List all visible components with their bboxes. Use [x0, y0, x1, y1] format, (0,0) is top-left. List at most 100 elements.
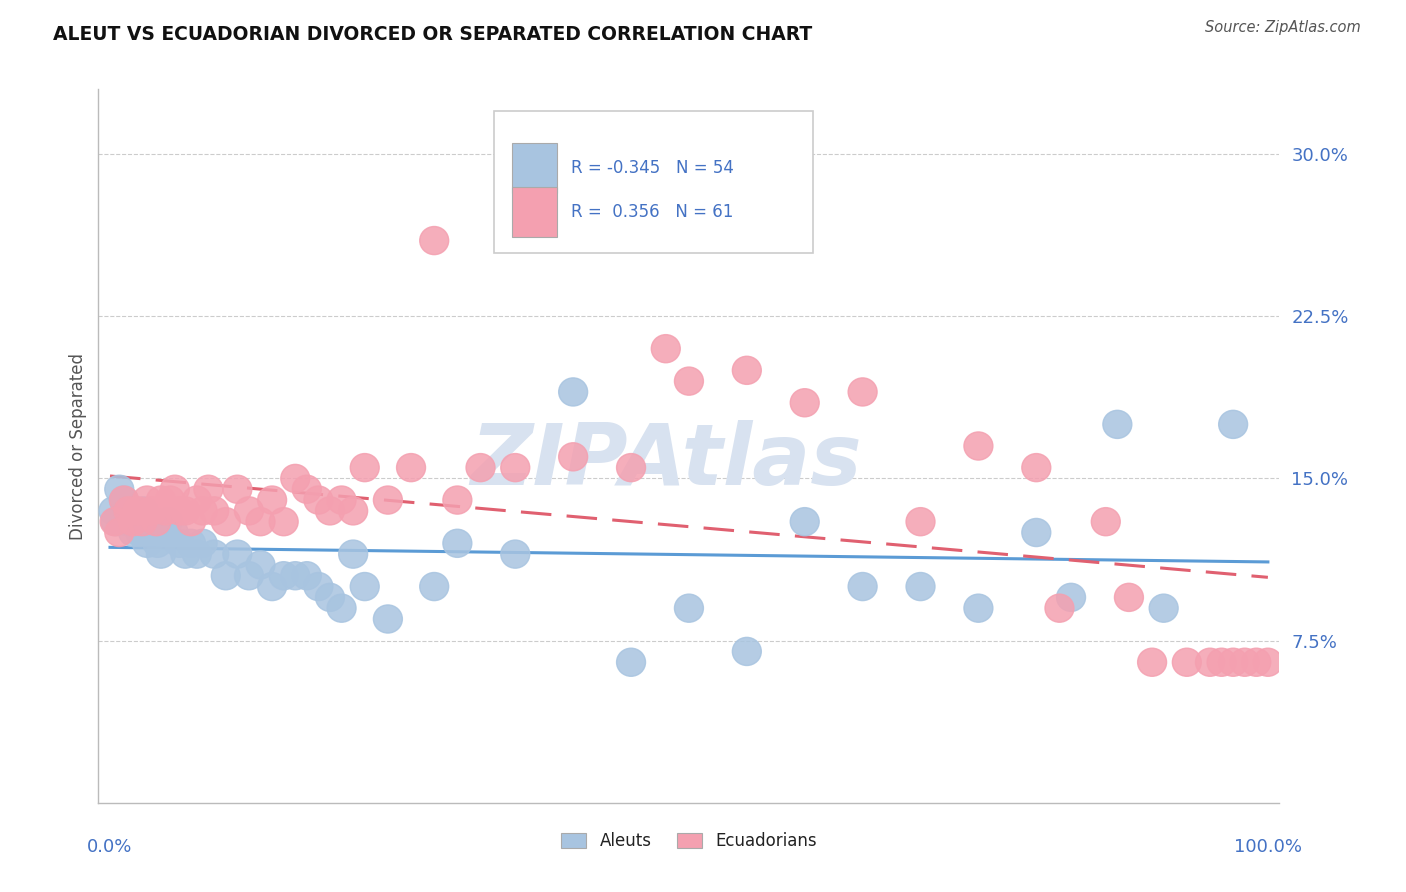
- Ellipse shape: [558, 378, 588, 406]
- Ellipse shape: [1137, 648, 1167, 676]
- Text: 100.0%: 100.0%: [1234, 838, 1302, 855]
- Ellipse shape: [848, 378, 877, 406]
- Ellipse shape: [675, 368, 703, 395]
- Y-axis label: Divorced or Separated: Divorced or Separated: [69, 352, 87, 540]
- Ellipse shape: [105, 518, 134, 547]
- Ellipse shape: [150, 518, 179, 547]
- Ellipse shape: [1195, 648, 1225, 676]
- Ellipse shape: [1056, 583, 1085, 611]
- Ellipse shape: [501, 540, 530, 568]
- Ellipse shape: [733, 638, 761, 665]
- Ellipse shape: [328, 486, 356, 514]
- Ellipse shape: [125, 518, 155, 547]
- Text: 0.0%: 0.0%: [87, 838, 132, 855]
- Ellipse shape: [350, 573, 380, 600]
- Ellipse shape: [905, 508, 935, 536]
- Ellipse shape: [118, 518, 148, 547]
- Ellipse shape: [112, 508, 142, 536]
- Ellipse shape: [1208, 648, 1236, 676]
- Ellipse shape: [1115, 583, 1143, 611]
- Ellipse shape: [146, 486, 176, 514]
- Ellipse shape: [246, 508, 276, 536]
- Ellipse shape: [177, 508, 205, 536]
- Ellipse shape: [122, 508, 150, 536]
- Ellipse shape: [848, 573, 877, 600]
- Ellipse shape: [790, 389, 820, 417]
- Ellipse shape: [396, 453, 426, 482]
- Ellipse shape: [138, 497, 166, 524]
- Ellipse shape: [304, 573, 333, 600]
- Ellipse shape: [128, 508, 157, 536]
- Ellipse shape: [339, 540, 367, 568]
- Ellipse shape: [292, 562, 322, 590]
- Ellipse shape: [211, 562, 240, 590]
- Ellipse shape: [139, 508, 169, 536]
- Ellipse shape: [200, 540, 229, 568]
- Ellipse shape: [1173, 648, 1201, 676]
- Ellipse shape: [443, 486, 472, 514]
- Ellipse shape: [170, 540, 200, 568]
- Ellipse shape: [420, 227, 449, 254]
- Ellipse shape: [118, 508, 148, 536]
- Ellipse shape: [1253, 648, 1282, 676]
- Ellipse shape: [235, 497, 263, 524]
- Ellipse shape: [281, 465, 309, 492]
- Ellipse shape: [211, 508, 240, 536]
- Ellipse shape: [156, 486, 184, 514]
- Ellipse shape: [200, 497, 229, 524]
- Ellipse shape: [269, 562, 298, 590]
- Ellipse shape: [1045, 594, 1074, 623]
- Ellipse shape: [905, 573, 935, 600]
- Ellipse shape: [117, 497, 145, 524]
- Ellipse shape: [100, 508, 129, 536]
- Ellipse shape: [105, 475, 134, 503]
- Ellipse shape: [304, 486, 333, 514]
- Ellipse shape: [136, 518, 165, 547]
- Text: Source: ZipAtlas.com: Source: ZipAtlas.com: [1205, 20, 1361, 35]
- Ellipse shape: [177, 529, 205, 558]
- Ellipse shape: [153, 508, 183, 536]
- Ellipse shape: [194, 475, 224, 503]
- Ellipse shape: [339, 497, 367, 524]
- Ellipse shape: [165, 497, 194, 524]
- Ellipse shape: [110, 486, 138, 514]
- Ellipse shape: [558, 442, 588, 471]
- Ellipse shape: [1219, 410, 1247, 439]
- Ellipse shape: [124, 497, 152, 524]
- Ellipse shape: [146, 540, 176, 568]
- Ellipse shape: [257, 573, 287, 600]
- Ellipse shape: [1230, 648, 1260, 676]
- Ellipse shape: [328, 594, 356, 623]
- Ellipse shape: [1219, 648, 1247, 676]
- Text: R =  0.356   N = 61: R = 0.356 N = 61: [571, 203, 733, 221]
- Ellipse shape: [269, 508, 298, 536]
- Ellipse shape: [114, 497, 143, 524]
- Ellipse shape: [1022, 453, 1050, 482]
- Ellipse shape: [235, 562, 263, 590]
- Ellipse shape: [170, 497, 200, 524]
- Ellipse shape: [1149, 594, 1178, 623]
- Ellipse shape: [183, 486, 211, 514]
- Ellipse shape: [443, 529, 472, 558]
- Ellipse shape: [675, 594, 703, 623]
- Ellipse shape: [617, 648, 645, 676]
- Ellipse shape: [188, 529, 217, 558]
- Ellipse shape: [350, 453, 380, 482]
- Ellipse shape: [129, 497, 157, 524]
- Ellipse shape: [281, 562, 309, 590]
- Text: R = -0.345   N = 54: R = -0.345 N = 54: [571, 159, 734, 177]
- Ellipse shape: [315, 497, 344, 524]
- Ellipse shape: [110, 486, 138, 514]
- Ellipse shape: [420, 573, 449, 600]
- Ellipse shape: [965, 432, 993, 460]
- Ellipse shape: [1102, 410, 1132, 439]
- Text: ALEUT VS ECUADORIAN DIVORCED OR SEPARATED CORRELATION CHART: ALEUT VS ECUADORIAN DIVORCED OR SEPARATE…: [53, 25, 813, 44]
- Ellipse shape: [617, 453, 645, 482]
- Ellipse shape: [188, 497, 217, 524]
- Ellipse shape: [1241, 648, 1271, 676]
- Ellipse shape: [142, 508, 170, 536]
- Ellipse shape: [465, 453, 495, 482]
- Ellipse shape: [257, 486, 287, 514]
- Ellipse shape: [150, 497, 180, 524]
- Ellipse shape: [224, 475, 252, 503]
